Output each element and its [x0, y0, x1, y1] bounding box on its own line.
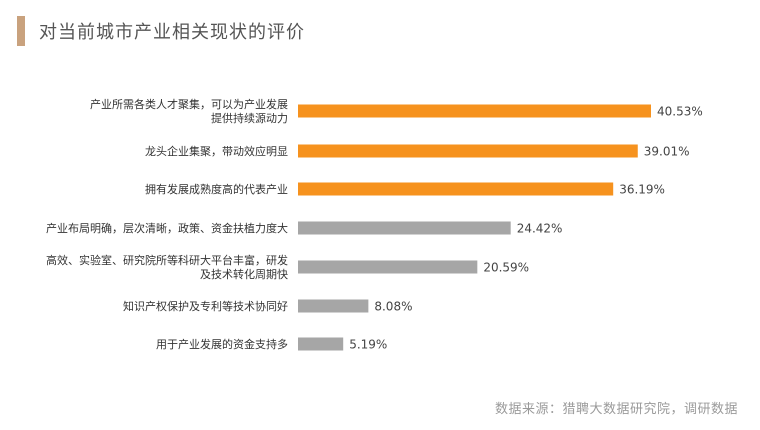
category-label-1: 龙头企业集聚，带动效应明显 — [145, 144, 288, 158]
data-source-note: 数据来源：猎聘大数据研究院，调研数据 — [494, 402, 738, 417]
value-label-1: 39.01% — [644, 145, 690, 159]
title-accent-bar — [17, 16, 25, 46]
category-label-5: 知识产权保护及专利等技术协同好 — [123, 299, 288, 313]
value-label-2: 36.19% — [619, 183, 665, 197]
bar-4 — [298, 260, 478, 274]
category-label-0: 产业所需各类人才聚集，可以为产业发展提供持续源动力 — [90, 97, 288, 125]
category-label-6: 用于产业发展的资金支持多 — [156, 337, 288, 351]
title-block: 对当前城市产业相关现状的评价 — [17, 16, 305, 46]
category-label-4: 高效、实验室、研究院所等科研大平台丰富，研发及技术转化周期快 — [46, 253, 288, 281]
bar-6 — [298, 337, 344, 351]
chart-title: 对当前城市产业相关现状的评价 — [39, 22, 305, 43]
bar-0 — [298, 104, 651, 118]
value-label-6: 5.19% — [349, 338, 387, 352]
value-label-3: 24.42% — [517, 222, 563, 236]
bar-1 — [298, 144, 638, 158]
bar-2 — [298, 182, 614, 196]
value-label-4: 20.59% — [483, 261, 529, 275]
category-label-3: 产业布局明确，层次清晰，政策、资金扶植力度大 — [46, 221, 288, 235]
value-label-5: 8.08% — [374, 300, 412, 314]
category-label-2: 拥有发展成熟度高的代表产业 — [145, 182, 288, 196]
bar-3 — [298, 221, 511, 235]
bar-5 — [298, 299, 369, 313]
value-label-0: 40.53% — [657, 105, 703, 119]
